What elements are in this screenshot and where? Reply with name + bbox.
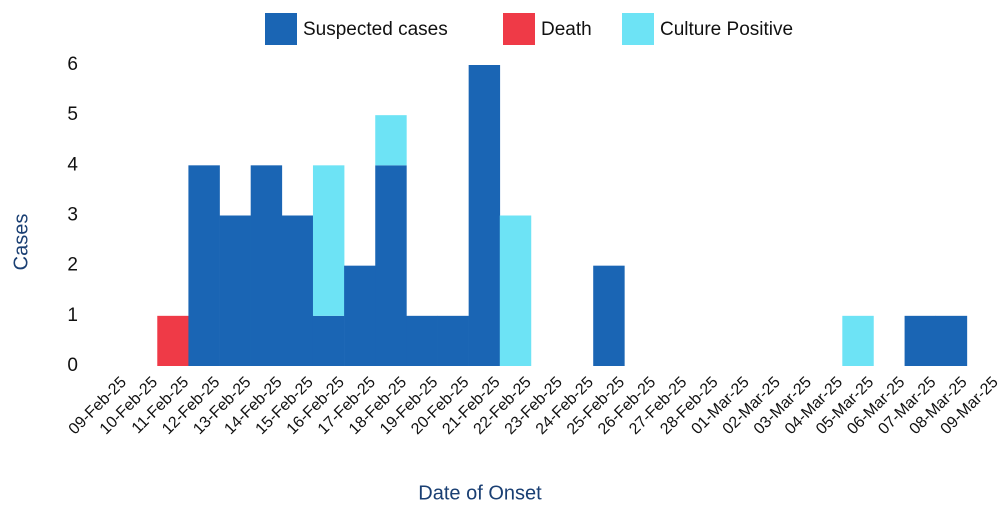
bar-segment xyxy=(499,215,532,366)
bar-segment xyxy=(188,165,220,366)
y-tick-label: 2 xyxy=(67,255,78,276)
bar-segment xyxy=(375,165,407,366)
y-tick-label: 5 xyxy=(67,104,78,125)
y-tick-label: 1 xyxy=(67,305,78,326)
y-axis-title: Cases xyxy=(10,214,32,271)
y-tick-label: 3 xyxy=(67,205,78,226)
bar-segment xyxy=(219,215,251,366)
x-axis-title: Date of Onset xyxy=(418,482,542,504)
bar-segment xyxy=(157,315,189,366)
legend-swatch xyxy=(622,13,654,45)
bar-segment xyxy=(312,315,345,366)
y-tick-label: 6 xyxy=(67,54,78,75)
bar-segment xyxy=(904,315,937,366)
bar-segment xyxy=(406,315,438,366)
bar-segment xyxy=(593,265,625,366)
bar-segment xyxy=(468,65,501,366)
legend-label: Death xyxy=(541,19,592,40)
legend-label: Suspected cases xyxy=(303,19,448,40)
bar-segment xyxy=(281,215,314,366)
y-tick-label: 0 xyxy=(67,355,78,376)
bar-segment xyxy=(375,115,407,166)
bar-segment xyxy=(250,165,283,366)
legend-swatch xyxy=(265,13,297,45)
bar-segment xyxy=(935,315,968,366)
bar-segment xyxy=(437,315,469,366)
legend-label: Culture Positive xyxy=(660,19,793,40)
bar-segment xyxy=(312,165,345,316)
bar-segment xyxy=(344,265,376,366)
bar-segment xyxy=(842,315,874,366)
legend-swatch xyxy=(503,13,535,45)
y-tick-label: 4 xyxy=(67,154,78,175)
